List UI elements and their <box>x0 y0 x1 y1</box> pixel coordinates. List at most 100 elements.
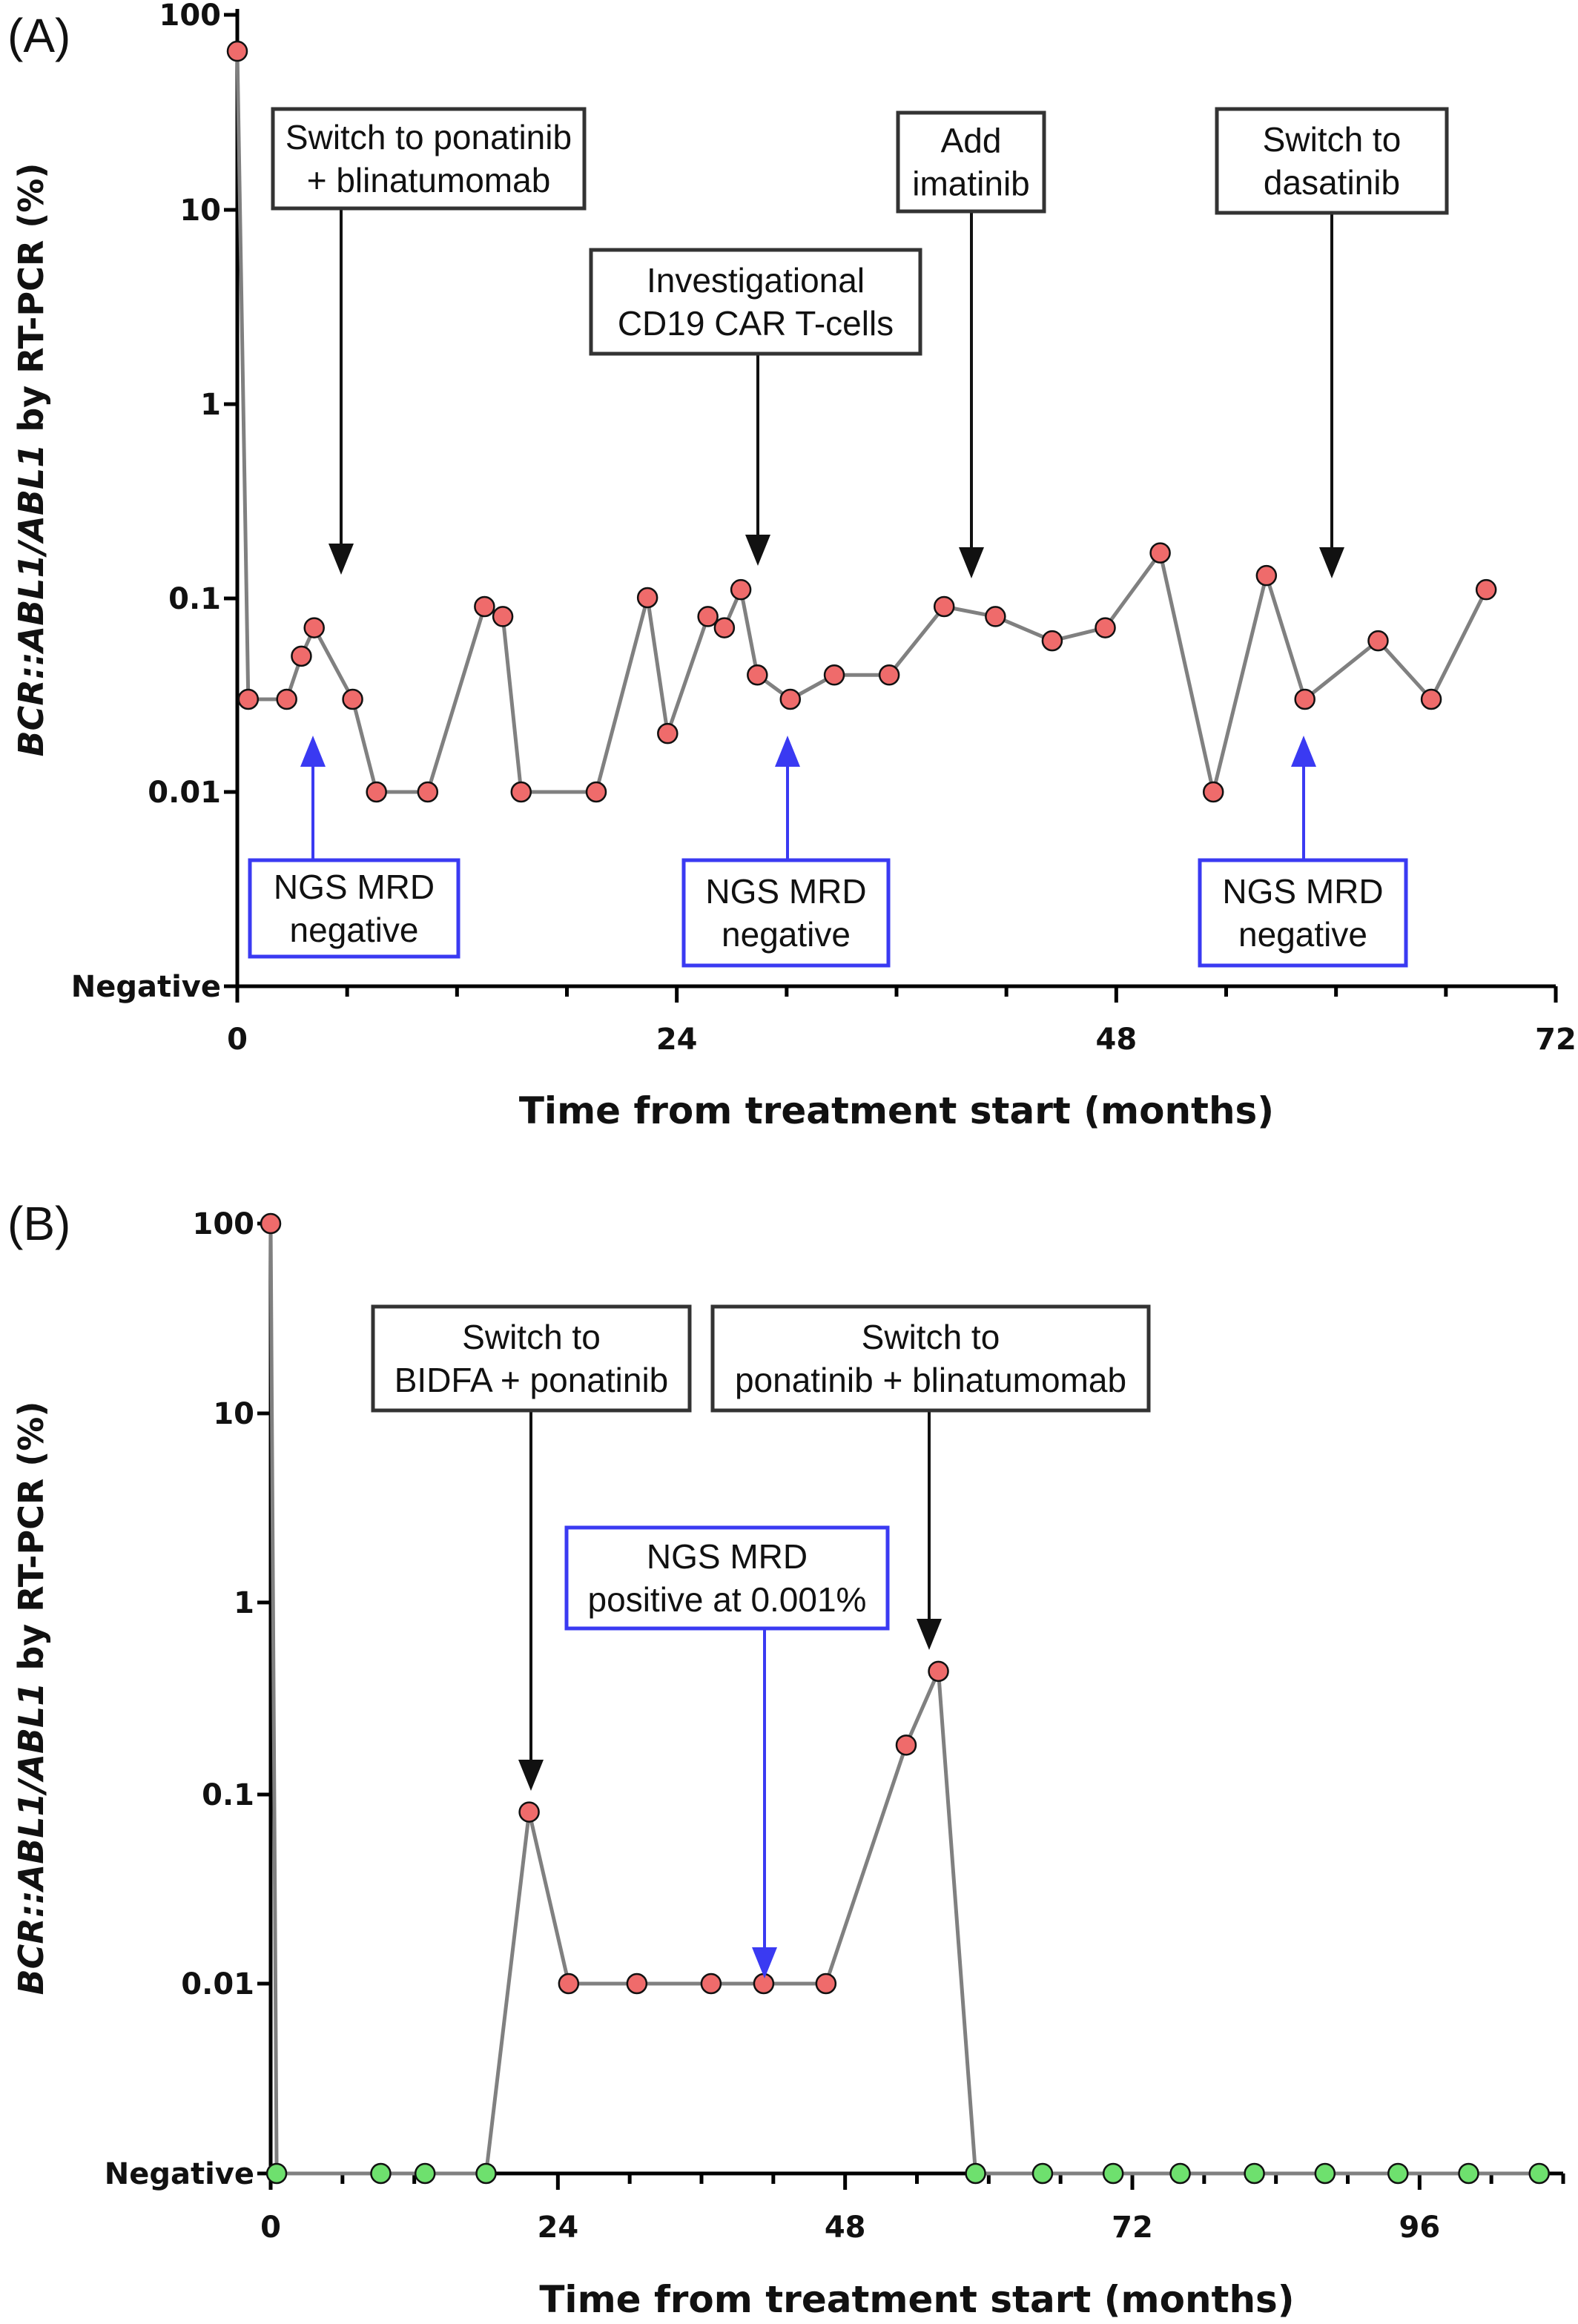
annotation-box <box>371 1304 692 1413</box>
data-point <box>260 1212 282 1235</box>
data-point <box>474 595 495 618</box>
y-tick-label: 100 <box>193 1207 255 1241</box>
data-point <box>713 617 736 638</box>
x-axis-title: Time from treatment start (months) <box>539 2278 1294 2321</box>
data-point <box>636 587 658 609</box>
data-point <box>1528 2162 1550 2185</box>
data-point <box>753 1973 775 1995</box>
annotation-box <box>589 248 922 356</box>
x-tick-label: 0 <box>227 1023 248 1057</box>
y-tick-label: 0.1 <box>202 1778 254 1812</box>
annotation-arrow-head <box>775 736 800 767</box>
annotation-box <box>710 1304 1151 1413</box>
data-point <box>1475 578 1497 601</box>
annotation-text: negative <box>1238 915 1367 954</box>
annotation-arrow-head <box>1291 736 1316 767</box>
annotation-arrow-head <box>1319 547 1344 578</box>
annotation-text: NGS MRD <box>705 872 866 911</box>
data-point <box>1244 2162 1265 2185</box>
data-point <box>1314 2162 1336 2185</box>
data-point <box>895 1734 917 1756</box>
y-axis-title-italic: BCR::ABL1/ABL1 <box>11 1683 51 1995</box>
y-axis-title: BCR::ABL1/ABL1 by RT-PCR (%) <box>11 163 51 757</box>
y-tick-label: 1 <box>200 388 221 422</box>
annotation-text: dasatinib <box>1264 163 1400 202</box>
x-tick-label: 48 <box>1095 1023 1137 1057</box>
annotation-box <box>564 1525 890 1631</box>
x-tick-label: 48 <box>825 2211 866 2245</box>
annotation-text: + blinatumomab <box>307 161 551 199</box>
data-point <box>965 2162 986 2185</box>
data-point <box>291 645 312 667</box>
annotation-text: Switch to <box>862 1318 1000 1356</box>
annotation-text: BIDFA + ponatinib <box>394 1361 669 1399</box>
x-tick-label: 72 <box>1112 2211 1153 2245</box>
data-point <box>237 688 260 710</box>
annotation-text: Switch to <box>462 1318 601 1356</box>
x-tick-label: 72 <box>1535 1023 1577 1057</box>
annotation-arrow-head <box>917 1619 942 1650</box>
data-point <box>226 40 248 62</box>
data-point <box>985 606 1006 627</box>
annotation-arrow-head <box>745 535 770 566</box>
annotation-text: Investigational <box>647 261 865 300</box>
annotation-text: imatinib <box>912 165 1030 203</box>
data-point <box>303 617 325 638</box>
annotation-text: Switch to <box>1263 120 1402 159</box>
data-point <box>1420 688 1442 710</box>
annotation-text: negative <box>290 911 419 949</box>
data-point <box>815 1973 837 1995</box>
series-line <box>268 1223 1539 2176</box>
annotation-text: CD19 CAR T-cells <box>618 304 894 343</box>
x-tick-label: 24 <box>656 1023 698 1057</box>
annotation-text: NGS MRD <box>647 1537 808 1576</box>
data-point <box>518 1801 540 1823</box>
data-point <box>657 722 679 745</box>
data-point <box>492 606 514 627</box>
annotation-box <box>271 107 587 211</box>
annotation-box <box>248 858 460 959</box>
data-point <box>1367 630 1389 652</box>
y-tick-label: 0.01 <box>148 776 221 810</box>
annotation-box <box>1198 858 1408 968</box>
data-point <box>1387 2162 1409 2185</box>
data-point <box>1255 564 1278 587</box>
annotation-box <box>1215 107 1449 215</box>
annotation-box <box>896 110 1046 214</box>
data-point <box>1102 2162 1124 2185</box>
data-point <box>1202 781 1224 803</box>
annotation-box <box>681 858 891 968</box>
annotation-text: NGS MRD <box>274 868 435 906</box>
data-point <box>933 595 955 618</box>
panel-label: (A) <box>7 9 70 62</box>
data-point <box>265 2162 288 2185</box>
annotation-arrow-head <box>329 544 354 575</box>
annotation-text: Switch to ponatinib <box>285 118 572 156</box>
data-point <box>1169 2162 1191 2185</box>
panel-label: (B) <box>7 1197 70 1250</box>
annotation-arrow-head <box>752 1947 777 1978</box>
annotation-text: ponatinib + blinatumomab <box>735 1361 1126 1399</box>
y-tick-label: Negative <box>71 970 221 1004</box>
x-tick-label: 0 <box>260 2211 281 2245</box>
x-axis-title: Time from treatment start (months) <box>519 1089 1274 1132</box>
annotation-text: negative <box>722 915 851 954</box>
x-tick-label: 24 <box>537 2211 578 2245</box>
y-axis-title-italic: BCR::ABL1/ABL1 <box>11 444 51 757</box>
data-point <box>1095 617 1116 638</box>
y-tick-label: 10 <box>179 194 221 228</box>
data-point <box>342 688 363 710</box>
annotation-text: positive at 0.001% <box>588 1580 867 1619</box>
data-point <box>1031 2162 1054 2185</box>
data-point <box>928 1660 949 1683</box>
y-tick-label: 10 <box>213 1397 254 1431</box>
y-axis-title: BCR::ABL1/ABL1 by RT-PCR (%) <box>11 1402 51 1995</box>
data-point <box>730 578 752 601</box>
data-point <box>1149 542 1171 564</box>
data-point <box>747 664 768 686</box>
annotation-arrow-head <box>518 1760 544 1791</box>
y-axis-title-rest: by RT-PCR (%) <box>11 1402 51 1683</box>
